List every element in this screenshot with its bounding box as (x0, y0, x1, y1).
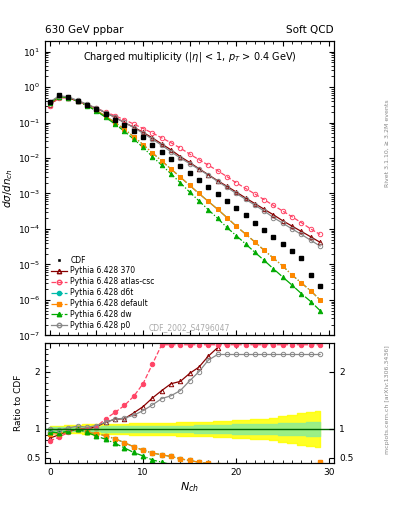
Y-axis label: Ratio to CDF: Ratio to CDF (14, 375, 23, 432)
Text: Charged multiplicity ($|\eta|$ < 1, $p_T$ > 0.4 GeV): Charged multiplicity ($|\eta|$ < 1, $p_T… (83, 50, 297, 64)
Text: mcplots.cern.ch [arXiv:1306.3436]: mcplots.cern.ch [arXiv:1306.3436] (385, 345, 390, 454)
Text: CDF_2002_S4796047: CDF_2002_S4796047 (149, 324, 230, 332)
Text: Rivet 3.1.10, ≥ 3.2M events: Rivet 3.1.10, ≥ 3.2M events (385, 99, 390, 187)
Legend: CDF, Pythia 6.428 370, Pythia 6.428 atlas-csc, Pythia 6.428 d6t, Pythia 6.428 de: CDF, Pythia 6.428 370, Pythia 6.428 atla… (49, 254, 156, 332)
Text: 630 GeV ppbar: 630 GeV ppbar (45, 25, 124, 35)
Text: Soft QCD: Soft QCD (286, 25, 334, 35)
X-axis label: $N_{ch}$: $N_{ch}$ (180, 480, 199, 494)
Y-axis label: $d\sigma/dn_{ch}$: $d\sigma/dn_{ch}$ (1, 168, 15, 208)
